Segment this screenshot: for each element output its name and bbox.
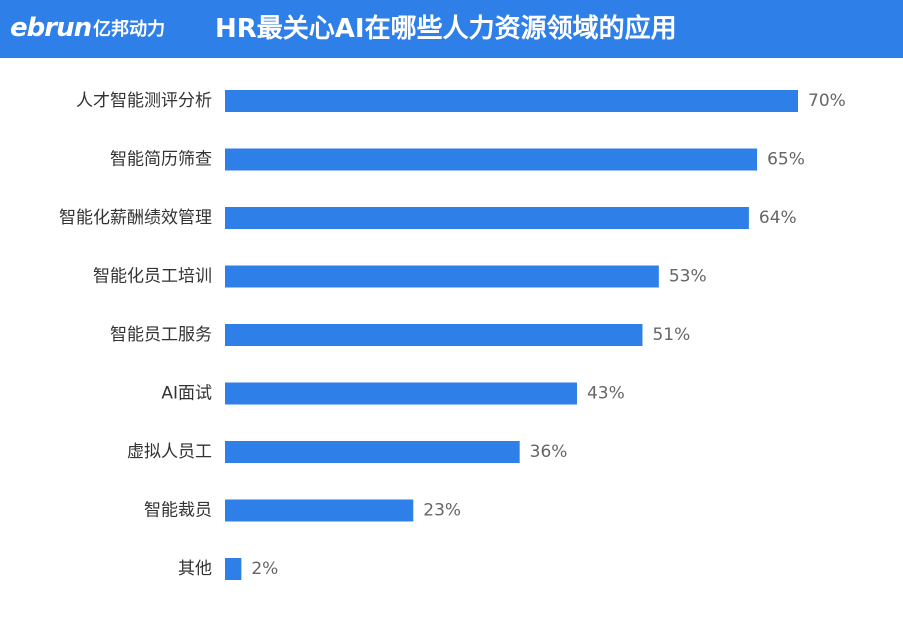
category-label: 人才智能测评分析 (76, 91, 212, 111)
bar (225, 558, 242, 580)
bar (225, 499, 414, 522)
logo-cn-text: 亿邦动力 (93, 19, 166, 40)
category-label: 智能裁员 (144, 501, 212, 521)
category-label: 智能简历筛查 (110, 150, 212, 170)
logo-latin-text: ebrun (10, 13, 92, 43)
ebrun-logo: ebrun 亿邦动力 (10, 8, 165, 48)
bar (225, 90, 798, 112)
category-label: 智能化薪酬绩效管理 (59, 208, 212, 228)
bar (225, 382, 577, 405)
header-banner: ebrun 亿邦动力 HR最关心AI在哪些人力资源领域的应用 (0, 0, 903, 58)
value-label: 51% (652, 325, 690, 345)
value-label: 36% (530, 442, 568, 462)
category-label: 虚拟人员工 (127, 442, 212, 462)
value-label: 65% (767, 150, 805, 170)
category-label: 其他 (178, 559, 212, 579)
bar (225, 207, 749, 229)
category-label: 智能员工服务 (110, 325, 212, 345)
bar (225, 441, 520, 463)
value-label: 43% (587, 384, 625, 404)
value-label: 23% (423, 501, 461, 521)
value-label: 64% (759, 208, 797, 228)
category-label: 智能化员工培训 (93, 267, 212, 287)
chart-title: HR最关心AI在哪些人力资源领域的应用 (215, 14, 677, 44)
bar (225, 265, 659, 288)
bar-chart: 人才智能测评分析 70% 智能简历筛查 65% 智能化薪酬绩效管理 64% 智能化员工培训 5… (59, 90, 846, 580)
category-label: AI面试 (161, 384, 212, 404)
value-label: 53% (669, 267, 707, 287)
bar (225, 148, 758, 171)
value-label: 2% (251, 559, 278, 579)
bar (225, 324, 643, 346)
value-label: 70% (808, 91, 846, 111)
